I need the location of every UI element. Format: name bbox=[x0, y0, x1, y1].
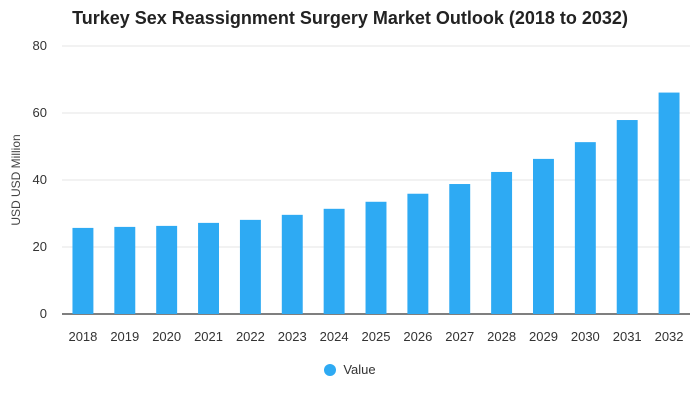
bar-2023[interactable] bbox=[281, 214, 303, 314]
chart-title: Turkey Sex Reassignment Surgery Market O… bbox=[72, 8, 628, 28]
y-axis-ticks: 0 20 40 60 80 bbox=[33, 38, 47, 321]
bars bbox=[72, 92, 680, 314]
x-tick-label: 2022 bbox=[236, 329, 265, 344]
bar-2027[interactable] bbox=[449, 184, 471, 314]
x-tick-label: 2028 bbox=[487, 329, 516, 344]
bar-2032[interactable] bbox=[658, 92, 680, 314]
y-tick-label: 40 bbox=[33, 172, 47, 187]
y-tick-label: 0 bbox=[40, 306, 47, 321]
y-tick-label: 80 bbox=[33, 38, 47, 53]
x-tick-label: 2031 bbox=[613, 329, 642, 344]
x-tick-label: 2030 bbox=[571, 329, 600, 344]
bar-2024[interactable] bbox=[323, 208, 345, 314]
y-tick-label: 60 bbox=[33, 105, 47, 120]
bar-2018[interactable] bbox=[72, 227, 94, 314]
bar-2031[interactable] bbox=[616, 120, 638, 314]
x-tick-label: 2027 bbox=[445, 329, 474, 344]
bar-2026[interactable] bbox=[407, 193, 429, 314]
bar-2021[interactable] bbox=[198, 222, 219, 314]
bar-2022[interactable] bbox=[239, 219, 261, 314]
x-tick-label: 2026 bbox=[403, 329, 432, 344]
y-tick-label: 20 bbox=[33, 239, 47, 254]
x-tick-label: 2021 bbox=[194, 329, 223, 344]
x-tick-label: 2032 bbox=[655, 329, 684, 344]
bar-2028[interactable] bbox=[491, 171, 513, 314]
legend-label: Value bbox=[343, 362, 376, 377]
x-tick-label: 2018 bbox=[68, 329, 97, 344]
bar-2029[interactable] bbox=[533, 158, 554, 314]
bar-2019[interactable] bbox=[114, 226, 136, 314]
bar-2030[interactable] bbox=[574, 142, 596, 314]
x-tick-label: 2029 bbox=[529, 329, 558, 344]
x-tick-label: 2024 bbox=[320, 329, 349, 344]
legend-swatch bbox=[324, 363, 337, 376]
x-tick-label: 2019 bbox=[110, 329, 139, 344]
x-tick-label: 2020 bbox=[152, 329, 181, 344]
y-axis-label: USD USD Million bbox=[9, 134, 23, 225]
x-tick-label: 2023 bbox=[278, 329, 307, 344]
bar-2025[interactable] bbox=[365, 201, 387, 314]
legend[interactable]: Value bbox=[0, 362, 700, 377]
bar-2020[interactable] bbox=[156, 225, 178, 314]
x-tick-label: 2025 bbox=[362, 329, 391, 344]
x-axis-ticks: 2018 2019 2020 2021 2022 2023 2024 2025 2026 2027… bbox=[68, 329, 683, 344]
